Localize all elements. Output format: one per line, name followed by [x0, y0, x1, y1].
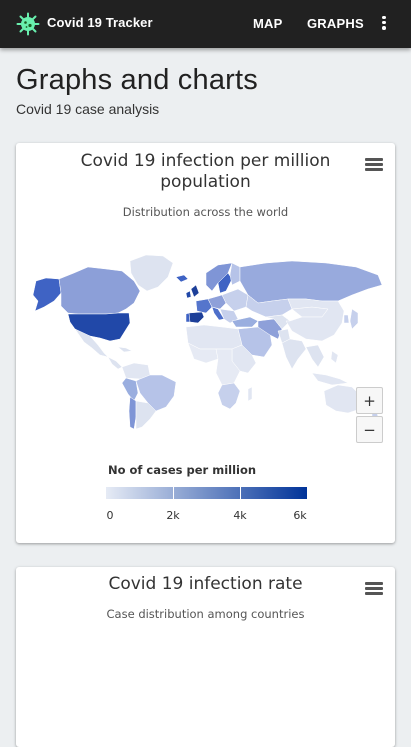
map-region-usa — [67, 312, 131, 342]
page-title: Graphs and charts — [16, 64, 258, 96]
app-title: Covid 19 Tracker — [47, 15, 153, 30]
zoom-out-button[interactable]: − — [356, 416, 383, 443]
legend-title: No of cases per million — [108, 463, 257, 477]
legend-color-scale — [106, 487, 307, 499]
map-region-india — [281, 338, 307, 370]
zoom-in-button[interactable]: + — [356, 387, 383, 414]
legend-label-2k: 2k — [166, 509, 180, 522]
world-map[interactable] — [26, 251, 386, 431]
infection-rate-card: Covid 19 infection rate Case distributio… — [16, 567, 395, 747]
map-region-korea — [343, 314, 350, 324]
legend-label-0: 0 — [106, 509, 114, 522]
map-region-turkey — [231, 316, 259, 328]
map-region-philippines — [330, 350, 339, 364]
hamburger-menu-icon[interactable] — [365, 582, 383, 596]
map-chart-subtitle: Distribution across the world — [122, 205, 289, 219]
map-region-central-america — [107, 356, 123, 370]
map-region-alaska — [32, 277, 62, 312]
infection-map-card: Covid 19 infection per million populatio… — [16, 143, 395, 543]
map-chart-title: Covid 19 infection per million populatio… — [80, 151, 331, 192]
legend-label-4k: 4k — [233, 509, 247, 522]
map-region-southern-africa — [217, 382, 241, 410]
map-region-caribbean — [117, 346, 133, 353]
map-region-argentina — [135, 400, 157, 430]
map-region-russia — [239, 260, 383, 304]
app-bar: Covid 19 Tracker MAP GRAPHS — [0, 0, 411, 48]
map-region-eastern-europe — [221, 288, 249, 312]
hamburger-menu-icon[interactable] — [365, 158, 383, 172]
map-region-brazil — [135, 374, 177, 412]
map-region-finland — [229, 262, 241, 286]
page-subtitle: Covid 19 case analysis — [16, 101, 160, 117]
map-region-kazakhstan — [245, 294, 293, 318]
map-region-madagascar — [247, 386, 253, 402]
map-region-southeast-asia — [305, 344, 325, 368]
map-region-italy — [211, 306, 225, 321]
map-region-chile — [128, 396, 137, 430]
map-region-greenland — [129, 254, 174, 292]
map-region-central-europe — [207, 294, 227, 310]
rate-chart-title: Covid 19 infection rate — [108, 574, 303, 594]
map-region-spain — [188, 311, 205, 324]
map-region-central-asia — [265, 314, 291, 330]
legend-label-6k: 6k — [293, 509, 307, 522]
nav-graphs-button[interactable]: GRAPHS — [307, 16, 364, 31]
map-region-japan — [349, 308, 359, 330]
map-region-indonesia — [311, 372, 349, 386]
map-region-uk — [190, 284, 200, 298]
map-region-sweden — [217, 272, 233, 294]
map-region-china — [285, 298, 345, 342]
map-region-iceland — [175, 274, 189, 283]
map-region-ireland — [185, 290, 192, 299]
rate-chart-subtitle: Case distribution among countries — [106, 607, 305, 621]
virus-icon — [16, 12, 40, 36]
nav-map-button[interactable]: MAP — [253, 16, 283, 31]
map-region-france — [195, 298, 213, 314]
more-vert-icon[interactable] — [377, 14, 391, 34]
map-region-north-africa — [185, 324, 243, 350]
map-region-canada — [58, 266, 141, 315]
